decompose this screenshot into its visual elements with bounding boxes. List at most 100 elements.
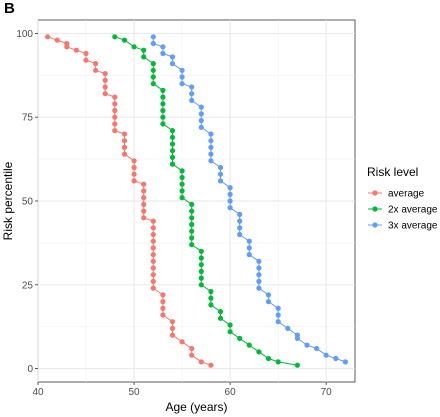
data-point xyxy=(294,335,300,341)
data-point xyxy=(189,352,195,358)
data-point xyxy=(179,168,185,174)
x-tick-label: 40 xyxy=(32,387,44,398)
data-point xyxy=(198,359,204,365)
data-point xyxy=(189,208,195,214)
panel-label: B xyxy=(4,0,15,17)
data-point xyxy=(208,131,214,137)
data-point xyxy=(246,342,252,348)
x-tick-label: 70 xyxy=(321,387,333,398)
data-point xyxy=(189,201,195,207)
data-point xyxy=(265,292,272,298)
data-point xyxy=(150,238,156,244)
data-point xyxy=(150,81,156,87)
legend-item: 2x average xyxy=(368,205,438,216)
data-point xyxy=(275,312,281,318)
data-point xyxy=(150,252,156,258)
data-point xyxy=(256,272,262,278)
data-point xyxy=(102,71,108,77)
x-tick-label: 50 xyxy=(128,387,140,398)
data-point xyxy=(150,245,156,251)
data-point xyxy=(141,54,147,60)
data-point xyxy=(121,151,128,157)
data-point xyxy=(208,288,214,295)
data-point xyxy=(304,342,310,348)
data-point xyxy=(256,265,262,271)
data-point xyxy=(141,181,147,187)
data-point xyxy=(160,305,166,311)
y-tick-label: 25 xyxy=(22,280,34,291)
data-point xyxy=(189,221,195,228)
data-point xyxy=(150,285,156,291)
data-point xyxy=(179,67,185,73)
data-point xyxy=(141,201,147,207)
data-point xyxy=(121,131,128,137)
legend-label: 3x average xyxy=(388,221,438,232)
data-point xyxy=(160,94,166,100)
series-2x-average xyxy=(112,34,300,368)
data-point xyxy=(189,345,195,352)
data-point xyxy=(237,231,243,238)
data-point xyxy=(179,181,185,187)
series-3x-average xyxy=(150,34,348,365)
data-point xyxy=(150,278,156,284)
data-point xyxy=(198,104,204,110)
series-line xyxy=(114,36,298,366)
data-point xyxy=(246,252,252,258)
data-point xyxy=(102,84,108,90)
data-point xyxy=(275,319,281,325)
data-point xyxy=(179,188,185,194)
y-tick-label: 100 xyxy=(16,29,33,40)
data-point xyxy=(275,305,281,311)
data-point xyxy=(265,355,272,362)
data-point xyxy=(45,34,51,40)
data-point xyxy=(112,94,118,100)
data-point xyxy=(256,349,262,355)
data-point xyxy=(198,111,204,117)
data-point xyxy=(160,121,166,127)
data-point xyxy=(160,50,166,57)
data-point xyxy=(179,339,185,345)
data-point xyxy=(208,158,214,164)
data-point xyxy=(150,265,156,271)
data-point xyxy=(189,84,195,90)
data-point xyxy=(198,118,204,124)
data-point xyxy=(121,37,128,43)
data-point xyxy=(131,171,137,177)
data-point xyxy=(275,359,281,365)
data-point xyxy=(141,195,147,201)
legend-key-point xyxy=(372,206,378,212)
data-point xyxy=(160,292,166,298)
data-point xyxy=(102,91,108,97)
data-point xyxy=(150,218,156,224)
data-point xyxy=(237,211,243,217)
data-point xyxy=(217,309,224,315)
data-point xyxy=(208,138,214,144)
data-point xyxy=(169,325,176,331)
data-point xyxy=(314,345,320,352)
data-point xyxy=(227,191,233,197)
data-point xyxy=(323,352,329,358)
data-point xyxy=(189,228,195,234)
data-point xyxy=(227,329,233,335)
data-point xyxy=(217,171,224,177)
data-point xyxy=(150,272,156,278)
data-point xyxy=(160,299,166,305)
data-point xyxy=(169,128,176,134)
data-point xyxy=(246,245,252,251)
data-point xyxy=(179,195,185,201)
data-point xyxy=(83,57,89,63)
data-point xyxy=(333,355,339,362)
grid-lines xyxy=(37,20,355,382)
data-point xyxy=(131,164,137,171)
data-point xyxy=(294,362,300,368)
data-point xyxy=(102,77,108,83)
data-point xyxy=(112,128,118,134)
data-point xyxy=(131,178,137,184)
data-point xyxy=(54,37,60,43)
data-point xyxy=(285,325,291,331)
data-point xyxy=(227,322,233,328)
data-point xyxy=(141,215,147,221)
data-point xyxy=(150,258,156,264)
data-point xyxy=(227,205,233,211)
